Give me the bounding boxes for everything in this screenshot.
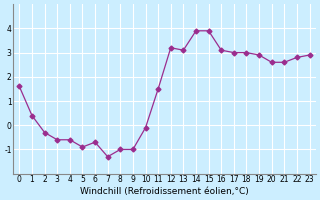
X-axis label: Windchill (Refroidissement éolien,°C): Windchill (Refroidissement éolien,°C) — [80, 187, 249, 196]
